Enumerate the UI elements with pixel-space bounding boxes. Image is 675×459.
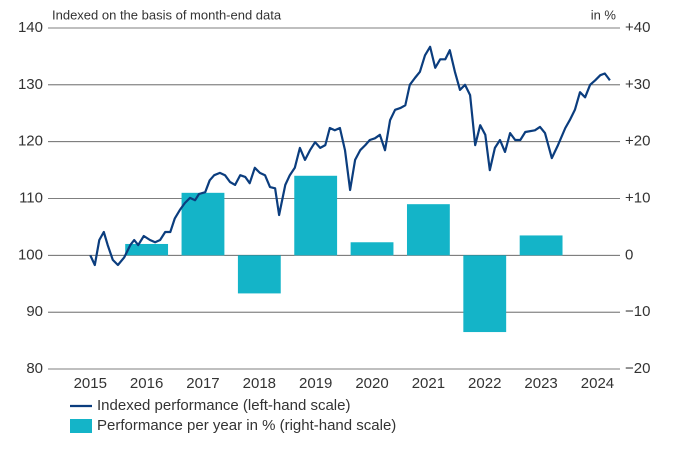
y-tick-label: 100 bbox=[18, 246, 43, 263]
y2-tick-label: +40 bbox=[625, 19, 650, 36]
x-tick-label: 2022 bbox=[468, 375, 501, 392]
x-tick-label: 2017 bbox=[186, 375, 219, 392]
y-tick-label: 130 bbox=[18, 76, 43, 93]
y2-tick-label: +30 bbox=[625, 76, 650, 93]
x-tick-label: 2021 bbox=[412, 375, 445, 392]
x-tick-label: 2023 bbox=[524, 375, 557, 392]
legend-label: Indexed performance (left-hand scale) bbox=[97, 397, 350, 414]
y2-tick-label: +10 bbox=[625, 189, 650, 206]
line bbox=[89, 45, 611, 267]
x-tick-label: 2020 bbox=[355, 375, 388, 392]
y-tick-label: 140 bbox=[18, 19, 43, 36]
y2-axis-label: in % bbox=[591, 7, 617, 22]
bar bbox=[519, 235, 563, 256]
legend-swatch bbox=[70, 419, 92, 433]
x-tick-label: 2018 bbox=[243, 375, 276, 392]
bar bbox=[463, 255, 507, 333]
x-tick-label: 2015 bbox=[74, 375, 107, 392]
bar bbox=[350, 242, 394, 256]
y-tick-label: 90 bbox=[26, 303, 43, 320]
x-tick-label: 2016 bbox=[130, 375, 163, 392]
bar bbox=[181, 192, 225, 256]
bar bbox=[237, 255, 281, 294]
bar bbox=[406, 204, 450, 256]
y2-tick-label: 0 bbox=[625, 246, 633, 263]
bar bbox=[294, 175, 338, 256]
y2-tick-label: +20 bbox=[625, 133, 650, 150]
chart-title: Indexed on the basis of month-end data bbox=[52, 7, 282, 22]
x-tick-label: 2019 bbox=[299, 375, 332, 392]
y2-tick-label: −10 bbox=[625, 303, 650, 320]
y-tick-label: 110 bbox=[19, 189, 43, 206]
y-tick-label: 80 bbox=[26, 360, 43, 377]
y-tick-label: 120 bbox=[18, 133, 43, 150]
y2-tick-label: −20 bbox=[625, 360, 650, 377]
x-tick-label: 2024 bbox=[581, 375, 614, 392]
legend-label: Performance per year in % (right-hand sc… bbox=[97, 417, 396, 434]
bar bbox=[125, 243, 169, 256]
